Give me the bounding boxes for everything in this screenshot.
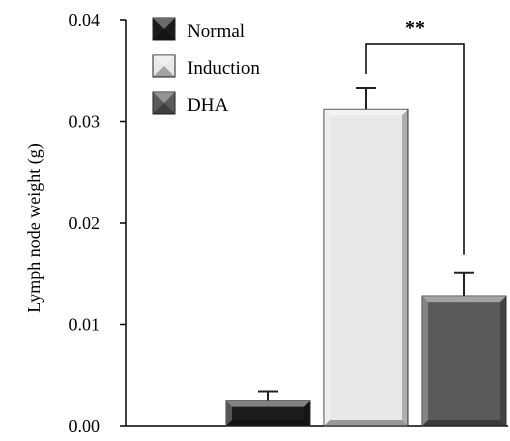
bar-body [323,108,409,427]
legend-swatch-bevel [153,55,175,66]
bar-bevel-top [422,296,506,303]
legend-swatch [152,91,176,115]
bar-bevel-right [402,109,408,426]
significance-bracket: ** [365,17,465,255]
y-tick-label: 0.03 [69,112,101,132]
legend-label: Induction [187,58,260,79]
bar-bevel-bottom [422,420,506,426]
bar-normal [225,400,311,427]
bar-bevel-right [304,400,310,426]
bar-induction [323,108,409,427]
y-tick-label: 0.00 [69,416,101,436]
legend-swatch [152,54,176,78]
legend-swatch-bevel [153,92,175,103]
bar-bevel-top [226,400,310,407]
legend-swatch-bevel [153,29,175,40]
y-tick-labels: 0.00 0.01 0.02 0.03 0.04 [69,10,101,436]
legend-swatch [152,17,176,41]
y-tick-label: 0.04 [69,10,101,30]
y-tick-label: 0.02 [69,213,101,233]
bar-bevel-right [500,296,506,426]
y-axis-title: Lymph node weight (g) [24,143,45,312]
legend-label: Normal [187,21,245,42]
bar-bevel-bottom [324,420,408,426]
legend-swatch-bevel [153,103,175,114]
bar-bevel-left [226,400,232,426]
legend-swatch-bevel [153,18,175,29]
bars [225,108,507,427]
legend-item-induction: Induction [152,54,260,79]
bar-body [421,295,507,427]
legend-label: DHA [187,95,228,116]
legend-swatch-bevel [153,66,175,77]
significance-label: ** [405,17,425,39]
bar-dha [421,295,507,427]
bar-bevel-left [324,109,330,426]
bar-bevel-left [422,296,428,426]
legend: Normal Induction DHA [152,17,260,116]
bracket-line [365,43,465,255]
legend-item-normal: Normal [152,17,245,42]
error-bars [258,87,474,401]
bar-bevel-top [324,109,408,116]
error-bar-induction [356,87,376,110]
bar-bevel-bottom [226,420,310,426]
legend-item-dha: DHA [152,91,228,116]
error-bar-normal [258,390,278,401]
error-bar-dha [454,271,474,297]
y-tick-label: 0.01 [69,315,101,335]
bar-body [225,400,311,427]
